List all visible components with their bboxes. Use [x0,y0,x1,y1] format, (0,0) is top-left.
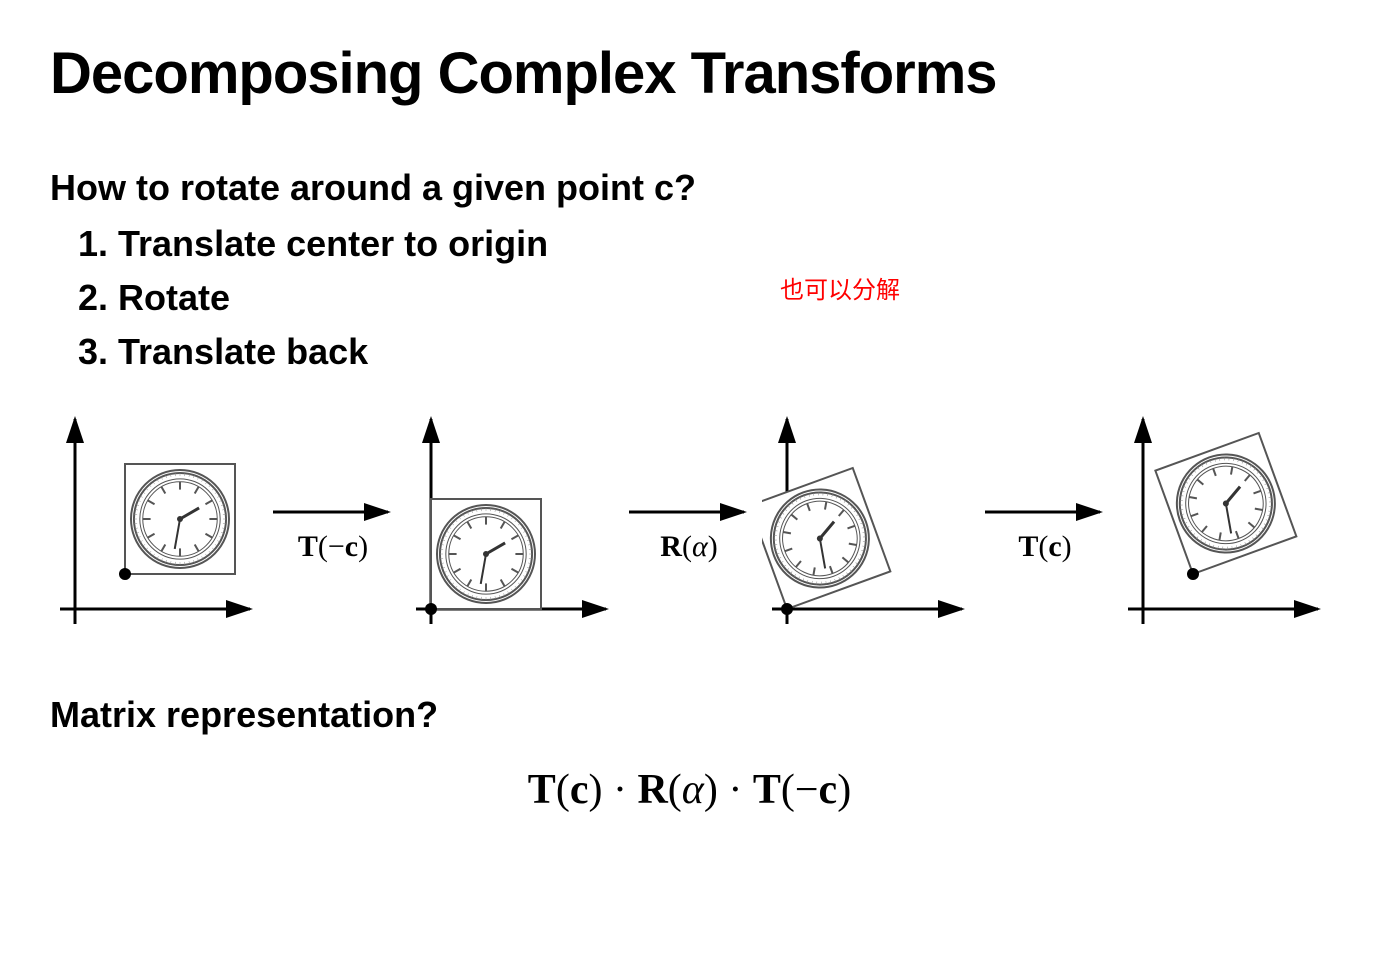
transform-label: R(α) [660,530,717,564]
transform-arrow: R(α) [624,500,754,564]
transform-label: T(−c) [298,530,368,564]
coord-panel [406,409,616,644]
transform-arrow: T(−c) [268,500,398,564]
page-title: Decomposing Complex Transforms [50,40,1329,107]
diagram-row: T(−c) R(α) T(c) [50,409,1329,644]
matrix-label: Matrix representation? [50,694,1329,736]
steps-list: 1. Translate center to origin 2. Rotate … [78,217,1329,379]
subtitle: How to rotate around a given point c? [50,167,1329,209]
step-item: 2. Rotate [78,271,1329,325]
step-item: 1. Translate center to origin [78,217,1329,271]
transform-arrow: T(c) [980,500,1110,564]
matrix-formula: T(c) · R(α) · T(−c) [50,766,1329,814]
transform-label: T(c) [1018,530,1071,564]
coord-panel [1118,409,1328,644]
coord-panel [762,409,972,644]
annotation-text: 也可以分解 [780,270,900,305]
step-item: 3. Translate back [78,325,1329,379]
coord-panel [50,409,260,644]
